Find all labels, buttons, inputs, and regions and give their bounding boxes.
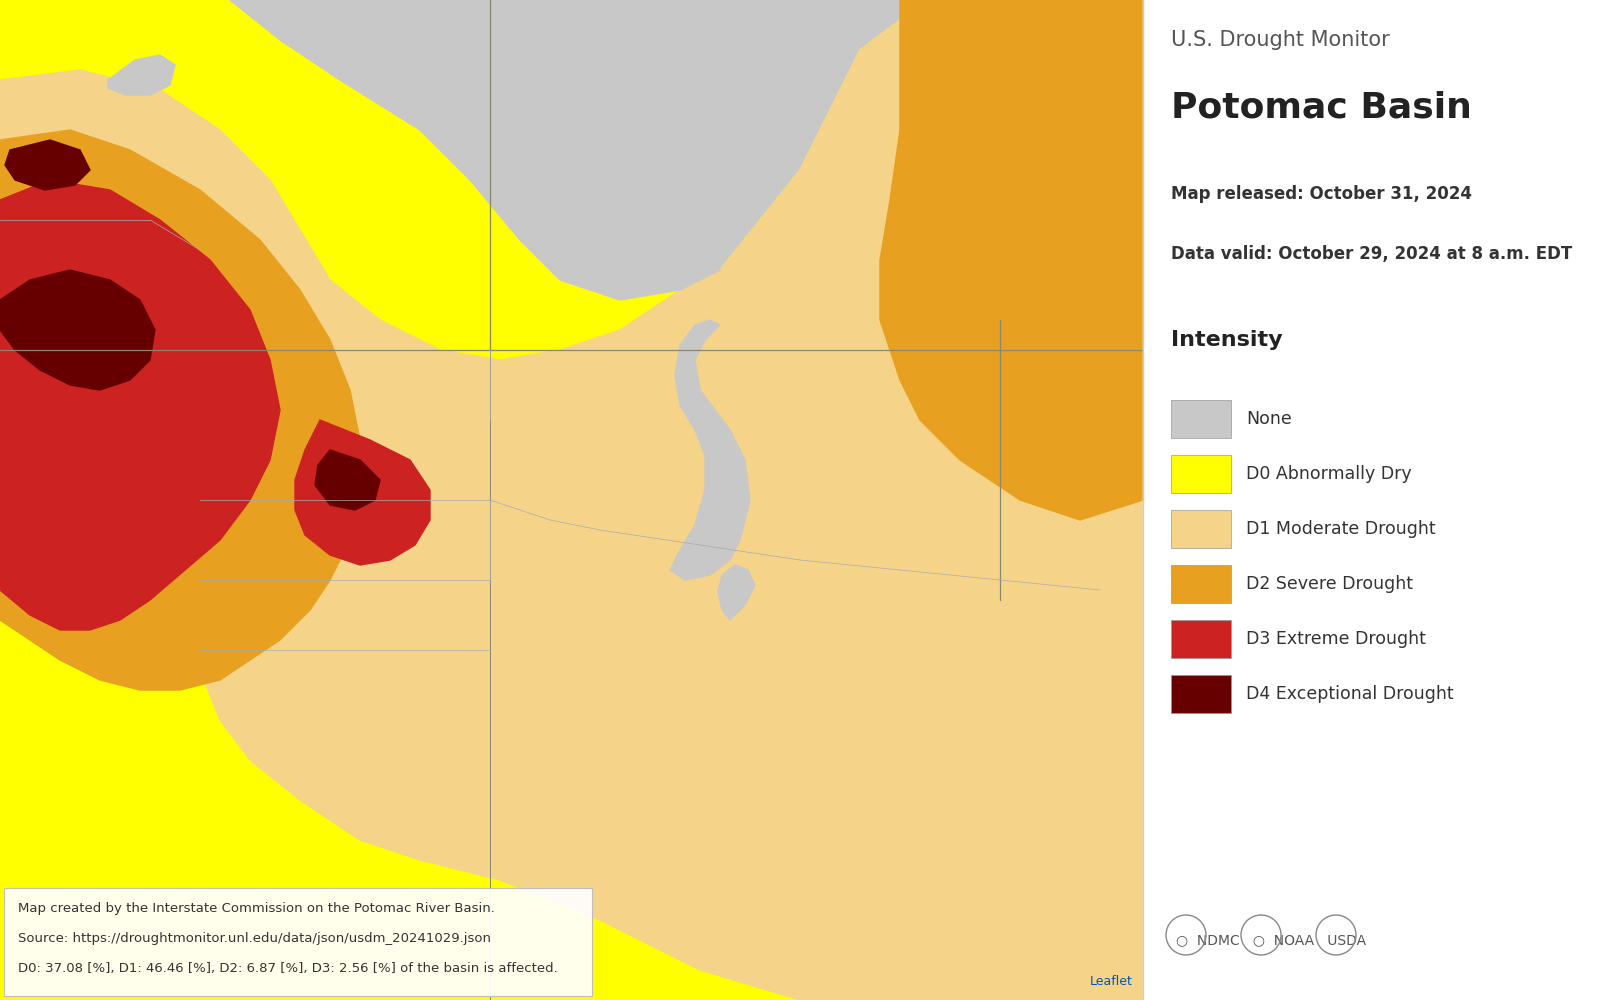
Text: Data valid: October 29, 2024 at 8 a.m. EDT: Data valid: October 29, 2024 at 8 a.m. E… (1171, 245, 1573, 263)
FancyBboxPatch shape (3, 888, 592, 996)
Text: D1 Moderate Drought: D1 Moderate Drought (1246, 520, 1435, 538)
Text: D4 Exceptional Drought: D4 Exceptional Drought (1246, 685, 1454, 703)
Text: Map released: October 31, 2024: Map released: October 31, 2024 (1171, 185, 1472, 203)
Text: Map created by the Interstate Commission on the Potomac River Basin.: Map created by the Interstate Commission… (18, 902, 494, 915)
Polygon shape (230, 0, 720, 300)
Polygon shape (0, 270, 155, 390)
Text: None: None (1246, 410, 1291, 428)
Bar (1171, 565, 1230, 603)
Bar (1171, 455, 1230, 493)
Bar (1171, 675, 1230, 713)
Polygon shape (880, 0, 1142, 520)
Text: D2 Severe Drought: D2 Severe Drought (1246, 575, 1413, 593)
Bar (1171, 400, 1230, 438)
Text: D0 Abnormally Dry: D0 Abnormally Dry (1246, 465, 1411, 483)
Text: D3 Extreme Drought: D3 Extreme Drought (1246, 630, 1426, 648)
Text: Potomac Basin: Potomac Basin (1171, 90, 1472, 124)
Polygon shape (294, 420, 430, 565)
Text: Source: https://droughtmonitor.unl.edu/data/json/usdm_20241029.json: Source: https://droughtmonitor.unl.edu/d… (18, 932, 491, 945)
Polygon shape (315, 450, 381, 510)
Bar (1171, 620, 1230, 658)
Bar (1171, 510, 1230, 548)
Text: Intensity: Intensity (1171, 330, 1283, 350)
Polygon shape (109, 55, 174, 95)
Polygon shape (670, 320, 750, 580)
Polygon shape (0, 0, 1142, 1000)
Polygon shape (5, 140, 90, 190)
Bar (1142, 0, 1600, 1000)
Polygon shape (0, 0, 1142, 1000)
Text: D0: 37.08 [%], D1: 46.46 [%], D2: 6.87 [%], D3: 2.56 [%] of the basin is affecte: D0: 37.08 [%], D1: 46.46 [%], D2: 6.87 [… (18, 962, 558, 975)
Text: Leaflet: Leaflet (1090, 975, 1133, 988)
Polygon shape (0, 180, 280, 630)
Bar (0, 0, 1142, 1000)
Text: ○  NDMC   ○  NOAA   USDA: ○ NDMC ○ NOAA USDA (1176, 933, 1366, 947)
Text: U.S. Drought Monitor: U.S. Drought Monitor (1171, 30, 1390, 50)
Polygon shape (0, 130, 360, 690)
Polygon shape (718, 565, 755, 620)
